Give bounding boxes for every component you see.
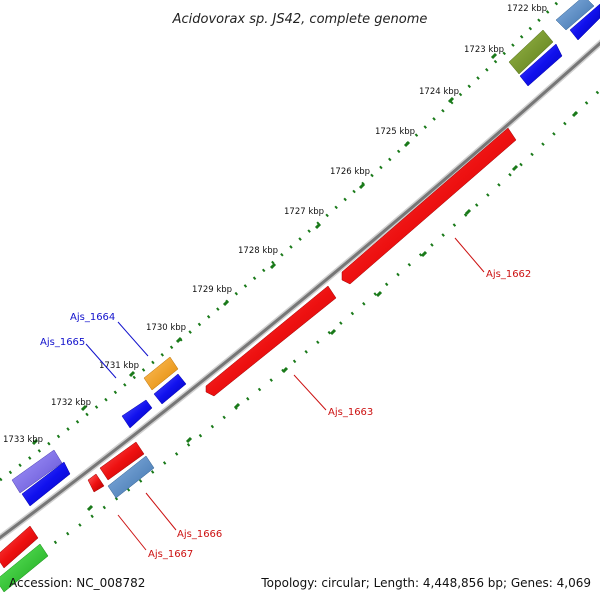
gene-feature[interactable] <box>0 525 39 569</box>
gene-label-ajs-1663[interactable]: Ajs_1663 <box>328 407 373 418</box>
gene-label-ajs-1666[interactable]: Ajs_1666 <box>177 529 222 540</box>
tick-labels: 1722 kbp 1723 kbp 1724 kbp 1725 kbp 1726… <box>3 4 547 445</box>
gene-feature[interactable] <box>519 43 563 87</box>
tick-label: 1726 kbp <box>330 167 370 177</box>
tick-label: 1733 kbp <box>3 435 43 445</box>
accession-text: Accession: NC_008782 <box>9 576 145 590</box>
gene-feature[interactable] <box>0 543 49 593</box>
gene-ajs-1663[interactable] <box>205 285 337 397</box>
label-leaders <box>85 237 485 551</box>
gene-feature[interactable] <box>21 461 71 507</box>
genome-stats-text: Topology: circular; Length: 4,448,856 bp… <box>260 576 591 590</box>
reverse-genes <box>0 3 600 593</box>
tick-label: 1727 kbp <box>284 207 324 217</box>
gene-feature[interactable] <box>121 399 153 429</box>
gene-label-ajs-1667[interactable]: Ajs_1667 <box>148 549 193 560</box>
tick-label: 1722 kbp <box>507 4 547 14</box>
gene-ajs-1667[interactable] <box>99 441 145 481</box>
major-ticks <box>31 52 498 446</box>
gene-feature[interactable] <box>87 473 105 493</box>
gene-feature[interactable] <box>569 3 600 41</box>
tick-label: 1730 kbp <box>146 323 186 333</box>
inner-scale-ticks <box>29 88 600 562</box>
tick-label: 1731 kbp <box>99 361 139 371</box>
tick-label: 1728 kbp <box>238 246 278 256</box>
gene-feature[interactable] <box>555 0 595 31</box>
gene-ajs-1666[interactable] <box>107 455 155 499</box>
tick-label: 1725 kbp <box>375 127 415 137</box>
tick-label: 1732 kbp <box>51 398 91 408</box>
gene-label-ajs-1662[interactable]: Ajs_1662 <box>486 269 531 280</box>
gene-feature[interactable] <box>508 29 554 75</box>
gene-labels: Ajs_1662 Ajs_1663 Ajs_1664 Ajs_1665 Ajs_… <box>40 269 531 560</box>
gene-feature[interactable] <box>143 356 179 391</box>
tick-label: 1729 kbp <box>192 285 232 295</box>
gene-feature[interactable] <box>153 373 187 405</box>
gene-label-ajs-1665[interactable]: Ajs_1665 <box>40 337 85 348</box>
forward-genes <box>11 0 595 494</box>
tick-label: 1723 kbp <box>464 45 504 55</box>
genome-backbone-core <box>0 41 600 540</box>
gene-feature[interactable] <box>11 449 63 494</box>
tick-label: 1724 kbp <box>419 87 459 97</box>
gene-label-ajs-1664[interactable]: Ajs_1664 <box>70 312 115 323</box>
gene-ajs-1662[interactable] <box>341 127 517 285</box>
map-title: Acidovorax sp. JS42, complete genome <box>172 12 428 27</box>
